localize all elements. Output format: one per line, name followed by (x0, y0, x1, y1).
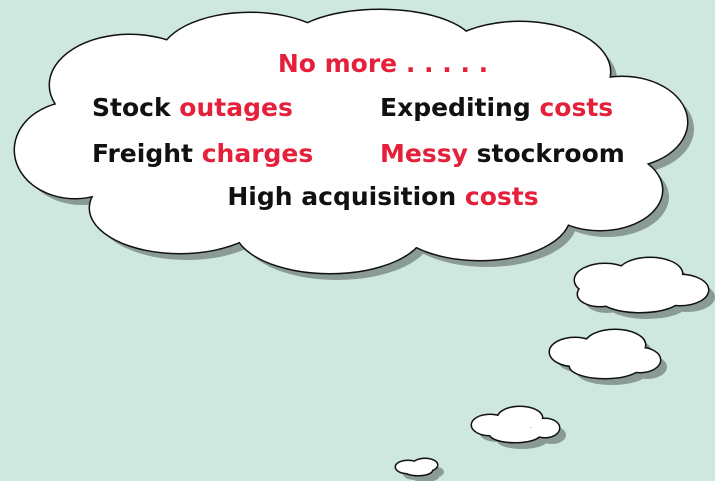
cloud-fill (404, 465, 432, 475)
item: Stock outages (92, 93, 293, 122)
cloud-fill (490, 426, 540, 442)
item-highlight: Messy (380, 139, 468, 168)
item: High acquisition costs (227, 182, 538, 211)
item-word: Freight (92, 139, 193, 168)
item-word: stockroom (477, 139, 625, 168)
item-highlight: charges (202, 139, 314, 168)
item-word: Expediting (380, 93, 531, 122)
cloud-fill (578, 282, 622, 306)
page: No more . . . . . Stock outages Expediti… (0, 0, 715, 481)
heading: No more . . . . . (278, 49, 488, 78)
item: Expediting costs (380, 93, 613, 122)
item-highlight: costs (465, 182, 539, 211)
item: Messy stockroom (380, 139, 625, 168)
cloud-fill (570, 354, 640, 378)
item-word: High acquisition (227, 182, 456, 211)
item: Freight charges (92, 139, 313, 168)
item-highlight: outages (179, 93, 293, 122)
item-highlight: costs (539, 93, 613, 122)
thought-scene: No more . . . . . Stock outages Expediti… (0, 0, 715, 481)
item-word: Stock (92, 93, 172, 122)
